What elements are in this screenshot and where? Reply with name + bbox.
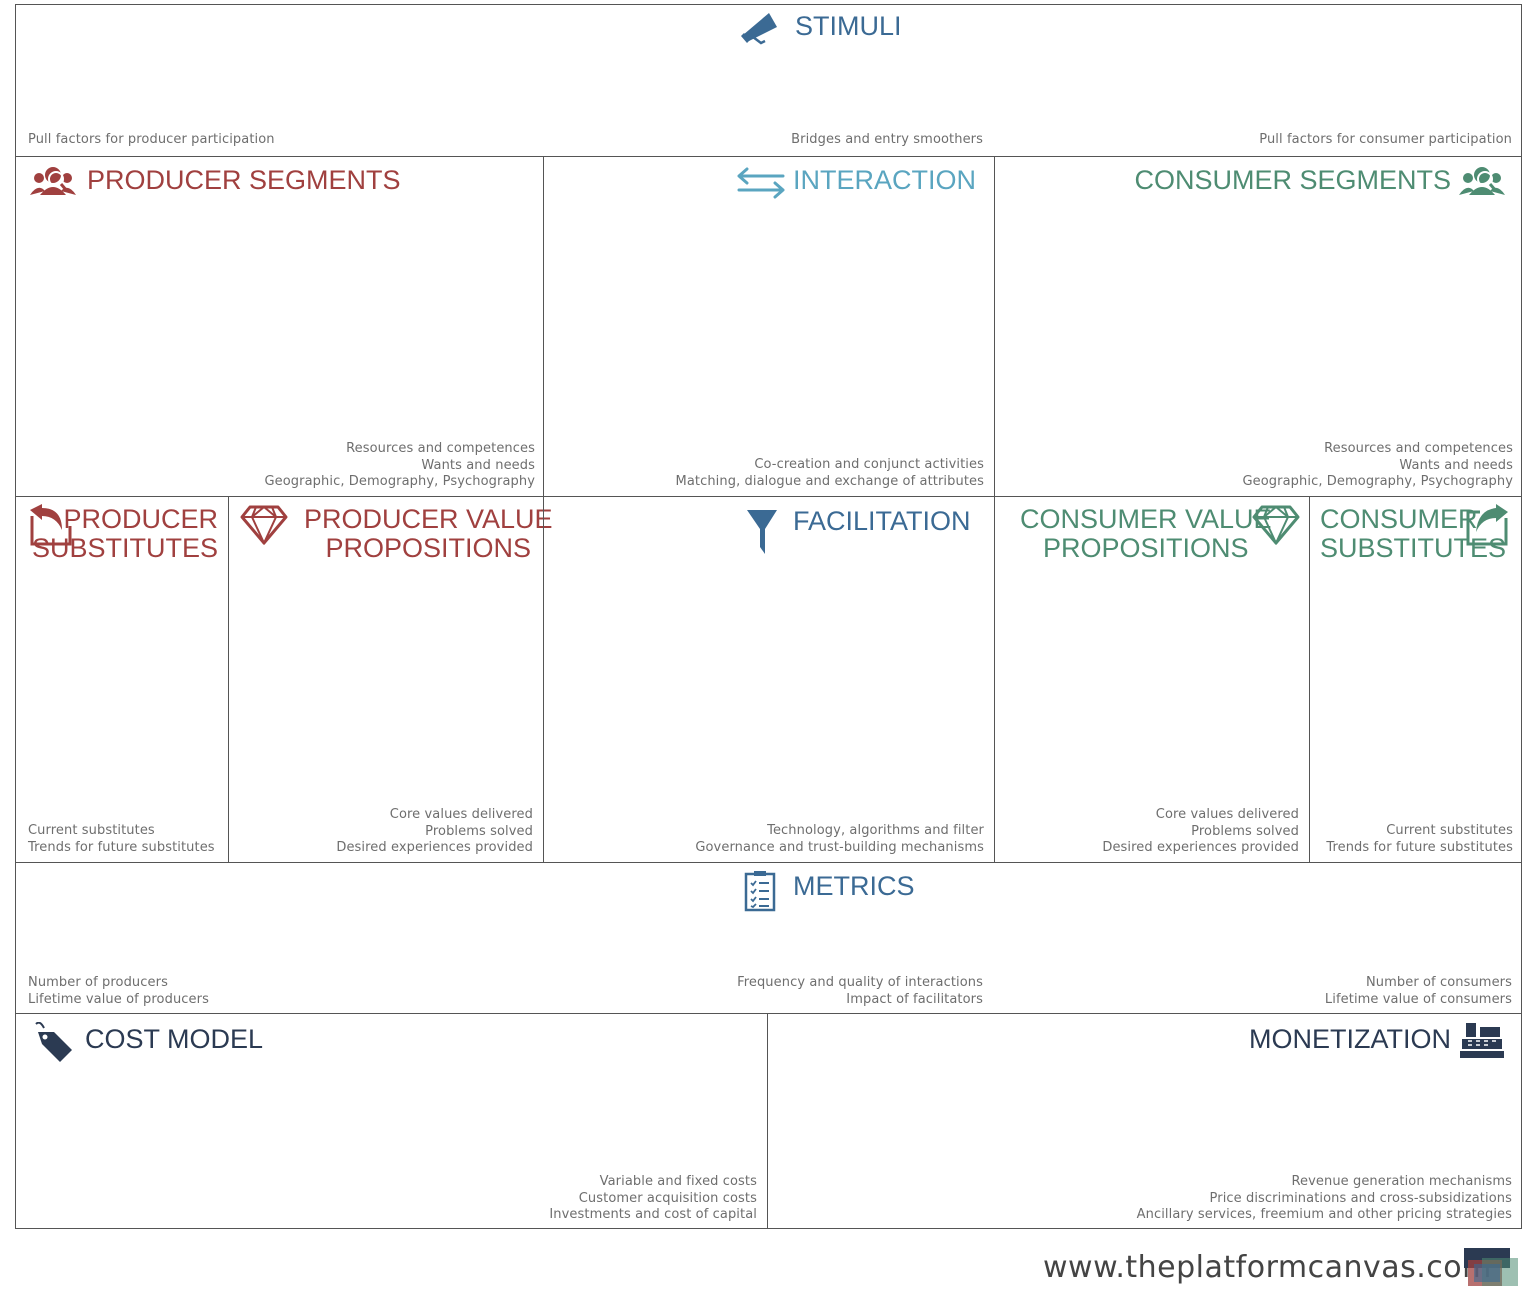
note-line: Governance and trust-building mechanisms (695, 839, 984, 855)
metrics-title: METRICS (793, 871, 915, 901)
reply-arrow-icon (30, 504, 72, 546)
producer-value-propositions-notes: Core values delivered Problems solved De… (336, 807, 533, 857)
diamond-icon (1252, 505, 1300, 545)
interaction-title: INTERACTION (793, 165, 977, 195)
consumer-value-propositions-notes: Core values delivered Problems solved De… (1102, 807, 1299, 857)
people-group-icon (30, 167, 76, 195)
consumer-segments-notes: Resources and competences Wants and need… (1242, 441, 1513, 491)
diamond-icon (240, 505, 288, 545)
note-line: Matching, dialogue and exchange of attri… (675, 473, 984, 489)
note-line: Core values delivered (1155, 807, 1299, 822)
facilitation-notes: Technology, algorithms and filter Govern… (695, 823, 984, 856)
note-line: Frequency and quality of interactions (737, 975, 983, 990)
producer-value-propositions-title: PRODUCER VALUE PROPOSITIONS (304, 505, 553, 563)
note-line: Wants and needs (1399, 457, 1513, 473)
metrics-notes-right: Number of consumers Lifetime value of co… (1325, 975, 1512, 1008)
cost-model-notes: Variable and fixed costs Customer acquis… (549, 1174, 757, 1224)
facilitation-section: FACILITATION Technology, algorithms and … (543, 496, 995, 863)
consumer-value-propositions-section: CONSUMER VALUE PROPOSITIONS Core values … (994, 496, 1310, 863)
note-line: Lifetime value of consumers (1324, 991, 1512, 1007)
stimuli-title: STIMULI (795, 11, 902, 41)
producer-substitutes-section: PRODUCER SUBSTITUTES Current substitutes… (15, 496, 229, 863)
note-line: Geographic, Demography, Psychography (264, 474, 535, 489)
title-line: CONSUMER (1320, 504, 1478, 534)
monetization-notes: Revenue generation mechanisms Price disc… (1137, 1174, 1512, 1224)
note-line: Trends for future substitutes (28, 839, 215, 855)
checklist-icon (744, 871, 776, 912)
share-arrow-icon (1466, 504, 1508, 546)
consumer-segments-section: CONSUMER SEGMENTS Resources and competen… (994, 156, 1522, 497)
note-line: Number of consumers (1365, 975, 1512, 990)
note-line: Desired experiences provided (336, 840, 533, 855)
stimuli-note-right: Pull factors for consumer participation (1259, 132, 1512, 147)
cost-model-title: COST MODEL (85, 1024, 264, 1054)
producer-segments-title: PRODUCER SEGMENTS (87, 165, 401, 195)
consumer-substitutes-title: CONSUMER SUBSTITUTES (1320, 505, 1506, 563)
note-line: Problems solved (425, 823, 533, 839)
note-line: Variable and fixed costs (599, 1174, 757, 1189)
people-group-icon (1459, 167, 1505, 195)
note-line: Technology, algorithms and filter (767, 823, 984, 838)
note-line: Customer acquisition costs (578, 1190, 757, 1206)
note-line: Impact of facilitators (846, 991, 983, 1007)
platform-canvas-logo (1464, 1248, 1518, 1286)
note-line: Trends for future substitutes (1326, 839, 1513, 855)
note-line: Resources and competences (1324, 441, 1513, 456)
producer-substitutes-notes: Current substitutes Trends for future su… (28, 823, 215, 856)
title-line: PROPOSITIONS (325, 533, 532, 563)
note-line: Core values delivered (389, 807, 533, 822)
note-line: Desired experiences provided (1102, 840, 1299, 855)
producer-substitutes-title: PRODUCER SUBSTITUTES (32, 505, 218, 563)
cash-register-icon (1460, 1023, 1504, 1058)
note-line: Current substitutes (1386, 823, 1513, 838)
two-way-arrows-icon (737, 167, 785, 199)
title-line: CONSUMER VALUE (1020, 504, 1272, 534)
note-line: Price discriminations and cross-subsidiz… (1209, 1190, 1512, 1206)
producer-segments-notes: Resources and competences Wants and need… (264, 441, 535, 491)
interaction-section: INTERACTION Co-creation and conjunct act… (543, 156, 995, 497)
title-line: PRODUCER (63, 504, 218, 534)
metrics-section: METRICS Number of producers Lifetime val… (15, 862, 1522, 1014)
metrics-notes-center: Frequency and quality of interactions Im… (737, 975, 983, 1008)
price-tag-icon (35, 1022, 72, 1062)
consumer-segments-title: CONSUMER SEGMENTS (1134, 165, 1451, 195)
title-line: PRODUCER VALUE (304, 504, 553, 534)
facilitation-title: FACILITATION (793, 506, 971, 536)
interaction-notes: Co-creation and conjunct activities Matc… (676, 457, 985, 490)
note-line: Revenue generation mechanisms (1291, 1174, 1512, 1189)
consumer-substitutes-notes: Current substitutes Trends for future su… (1326, 823, 1513, 856)
stimuli-note-left: Pull factors for producer participation (28, 132, 275, 147)
title-line: SUBSTITUTES (31, 533, 218, 563)
monetization-title: MONETIZATION (1249, 1024, 1451, 1054)
stimuli-section: STIMULI Pull factors for producer partic… (15, 4, 1522, 157)
title-line: SUBSTITUTES (1320, 533, 1507, 563)
note-line: Geographic, Demography, Psychography (1242, 474, 1513, 489)
note-line: Lifetime value of producers (28, 991, 209, 1007)
monetization-section: MONETIZATION Revenue generation mechanis… (767, 1013, 1522, 1229)
website-url[interactable]: www.theplatformcanvas.com (1043, 1250, 1492, 1285)
consumer-value-propositions-title: CONSUMER VALUE PROPOSITIONS (1020, 505, 1272, 563)
note-line: Investments and cost of capital (549, 1207, 757, 1222)
note-line: Current substitutes (28, 823, 155, 838)
producer-segments-section: PRODUCER SEGMENTS Resources and competen… (15, 156, 544, 497)
funnel-icon (747, 510, 777, 554)
note-line: Problems solved (1191, 823, 1299, 839)
megaphone-icon (741, 13, 777, 45)
consumer-substitutes-section: CONSUMER SUBSTITUTES Current substitutes… (1309, 496, 1522, 863)
note-line: Resources and competences (346, 441, 535, 456)
note-line: Ancillary services, freemium and other p… (1136, 1207, 1512, 1222)
cost-model-section: COST MODEL Variable and fixed costs Cust… (15, 1013, 768, 1229)
note-line: Number of producers (28, 975, 168, 990)
metrics-notes-left: Number of producers Lifetime value of pr… (28, 975, 209, 1008)
producer-value-propositions-section: PRODUCER VALUE PROPOSITIONS Core values … (228, 496, 553, 863)
stimuli-note-center: Bridges and entry smoothers (791, 132, 983, 147)
title-line: PROPOSITIONS (1043, 533, 1249, 563)
note-line: Co-creation and conjunct activities (754, 457, 984, 472)
note-line: Wants and needs (421, 457, 535, 473)
